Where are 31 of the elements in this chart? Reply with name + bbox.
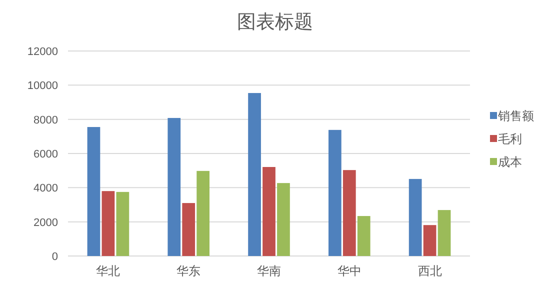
bar [328,130,342,256]
bar [102,191,115,256]
y-tick-label: 8000 [34,114,58,126]
x-tick-label: 华北 [96,264,120,278]
y-tick-label: 12000 [27,46,58,58]
x-tick-label: 华东 [176,264,201,278]
bar [87,127,100,256]
y-tick-label: 4000 [34,182,58,195]
bar [248,93,261,256]
bar [342,170,356,256]
bar [357,216,370,256]
legend-label: 毛利 [498,132,522,146]
y-tick-label: 0 [52,251,58,263]
legend-label: 成本 [498,155,522,169]
bar [438,210,451,256]
bar [196,170,210,256]
y-tick-label: 10000 [27,80,58,92]
chart-title: 图表标题 [237,12,313,33]
y-tick-label: 2000 [34,216,58,229]
x-tick-label: 华南 [257,264,281,278]
bar [277,183,290,256]
bar [116,192,130,256]
x-tick-label: 西北 [418,264,442,278]
bar [408,178,422,256]
x-tick-label: 华中 [337,264,362,278]
bar [423,225,436,256]
y-tick-label: 6000 [34,148,58,160]
bar [262,166,276,256]
bar [182,203,196,256]
legend-label: 销售额 [497,109,534,123]
bar [168,118,181,256]
